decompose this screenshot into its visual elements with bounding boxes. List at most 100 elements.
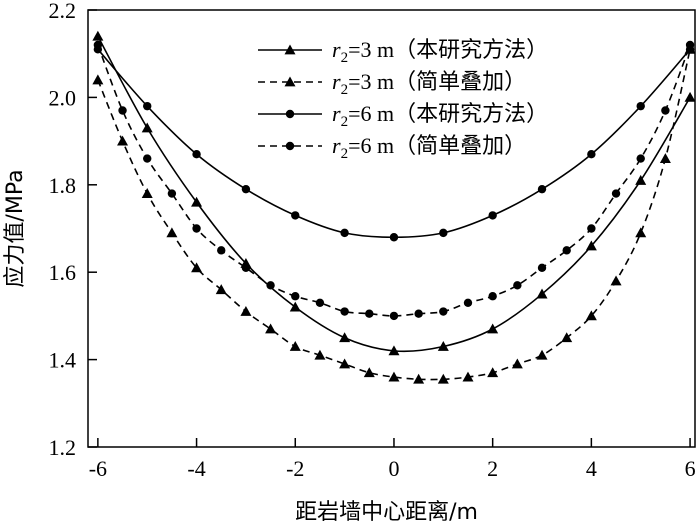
legend-label-rest: =6 m（本研究方法） xyxy=(348,101,548,126)
circle-marker xyxy=(685,40,695,50)
triangle-marker xyxy=(437,340,449,351)
circle-marker xyxy=(285,109,295,119)
triangle-marker xyxy=(240,306,252,316)
y-tick-label: 1.6 xyxy=(49,260,77,285)
circle-marker xyxy=(291,211,300,220)
circle-marker xyxy=(439,228,448,238)
x-tick-label: -2 xyxy=(286,456,304,481)
triangle-marker xyxy=(536,288,548,299)
circle-marker xyxy=(488,292,497,301)
circle-marker xyxy=(143,101,152,111)
circle-marker xyxy=(365,309,374,318)
series-2 xyxy=(92,43,696,384)
x-tick-label: -4 xyxy=(187,456,205,481)
circle-marker xyxy=(439,307,448,316)
triangle-marker xyxy=(388,371,400,382)
legend: r2=3 m（本研究方法）r2=3 m（简单叠加）r2=6 m（本研究方法）r2… xyxy=(258,37,548,162)
legend-label-var: r xyxy=(332,133,341,158)
triangle-marker xyxy=(511,358,523,369)
legend-label: r2=6 m（本研究方法） xyxy=(332,101,548,130)
legend-label-sub: 2 xyxy=(341,50,349,66)
circle-marker xyxy=(285,141,295,151)
triangle-marker xyxy=(388,345,400,356)
legend-label-sub: 2 xyxy=(341,82,349,98)
triangle-marker xyxy=(289,301,301,312)
triangle-marker xyxy=(92,74,104,85)
legend-label-var: r xyxy=(332,101,341,126)
circle-marker xyxy=(217,246,226,255)
circle-marker xyxy=(192,224,201,233)
legend-item-2: r2=3 m（简单叠加） xyxy=(258,69,526,98)
triangle-marker xyxy=(684,91,696,102)
triangle-marker xyxy=(536,349,548,360)
circle-marker xyxy=(241,184,251,194)
legend-label-var: r xyxy=(332,69,341,94)
triangle-marker xyxy=(437,373,449,384)
circle-marker xyxy=(587,224,596,233)
circle-marker xyxy=(611,189,621,198)
triangle-marker xyxy=(561,332,573,343)
circle-marker xyxy=(241,263,251,273)
circle-marker xyxy=(636,154,645,163)
y-tick-label: 1.4 xyxy=(49,348,77,373)
triangle-marker xyxy=(284,44,296,55)
x-tick-label: 4 xyxy=(586,456,597,481)
circle-marker xyxy=(315,298,325,307)
y-tick-label: 2.0 xyxy=(49,85,77,110)
triangle-marker xyxy=(314,349,326,360)
triangle-marker xyxy=(487,323,499,334)
circle-marker xyxy=(414,309,423,318)
triangle-marker xyxy=(462,371,474,382)
legend-label-sub: 2 xyxy=(341,146,349,162)
triangle-marker xyxy=(413,373,425,384)
circle-marker xyxy=(513,281,522,290)
triangle-marker xyxy=(339,358,351,369)
series-group xyxy=(92,30,696,384)
circle-marker xyxy=(562,246,571,255)
circle-marker xyxy=(93,40,103,50)
triangle-marker xyxy=(284,76,296,87)
legend-label-rest: =6 m（简单叠加） xyxy=(348,133,526,158)
x-tick-label: 6 xyxy=(685,456,696,481)
series-4 xyxy=(93,40,695,321)
y-tick-label: 2.2 xyxy=(49,0,77,23)
circle-marker xyxy=(143,154,152,163)
legend-label: r2=6 m（简单叠加） xyxy=(332,133,526,162)
legend-label-var: r xyxy=(332,37,341,62)
triangle-marker xyxy=(487,367,499,378)
x-tick-label: 0 xyxy=(388,456,399,481)
circle-marker xyxy=(340,228,349,238)
circle-marker xyxy=(340,307,349,316)
series-1 xyxy=(92,30,696,356)
circle-marker xyxy=(661,106,670,115)
legend-label-sub: 2 xyxy=(341,114,349,130)
x-axis-title: 距岩墙中心距离/m xyxy=(295,500,478,525)
legend-item-3: r2=6 m（本研究方法） xyxy=(258,101,548,130)
legend-label-rest: =3 m（本研究方法） xyxy=(348,37,548,62)
circle-marker xyxy=(192,150,201,159)
circle-marker xyxy=(167,189,177,198)
circle-marker xyxy=(118,106,127,115)
triangle-marker xyxy=(141,188,153,198)
circle-marker xyxy=(537,263,547,273)
x-tick-label: 2 xyxy=(487,456,498,481)
y-tick-label: 1.2 xyxy=(49,435,77,460)
triangle-marker xyxy=(585,310,597,321)
plot-frame xyxy=(87,9,696,448)
triangle-marker xyxy=(191,196,203,207)
triangle-marker xyxy=(92,30,104,41)
triangle-marker xyxy=(289,340,301,351)
triangle-marker xyxy=(117,135,129,146)
circle-marker xyxy=(266,281,275,290)
triangle-marker xyxy=(659,153,671,163)
triangle-marker xyxy=(265,323,277,334)
legend-label: r2=3 m（简单叠加） xyxy=(332,69,526,98)
legend-item-1: r2=3 m（本研究方法） xyxy=(258,37,548,66)
triangle-marker xyxy=(635,227,647,238)
triangle-marker xyxy=(339,332,351,343)
axes: -6 -4 -2 0 2 4 6 1.2 1.4 1.6 1.8 2.0 2.2 xyxy=(49,0,696,481)
circle-marker xyxy=(463,298,473,307)
triangle-marker xyxy=(635,174,647,185)
triangle-marker xyxy=(191,262,203,273)
